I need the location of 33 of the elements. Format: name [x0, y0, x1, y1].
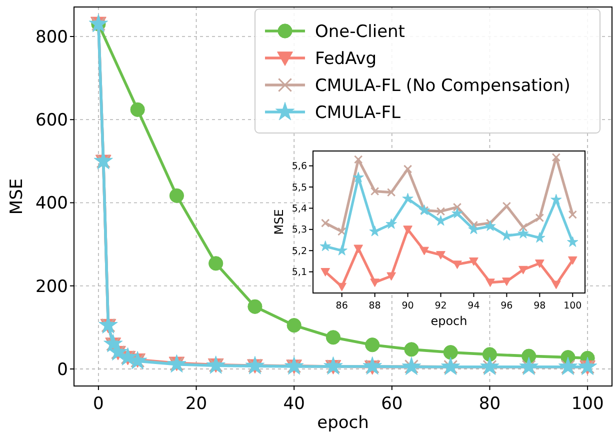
y-tick-label: 800	[36, 27, 68, 48]
y-axis-title: MSE	[272, 209, 286, 235]
x-tick-label: 86	[336, 300, 348, 312]
x-tick-label: 88	[368, 300, 381, 312]
legend-label: FedAvg	[315, 48, 377, 69]
x-tick-label: 60	[381, 394, 403, 414]
x-tick-label: 100	[564, 300, 582, 312]
y-axis-title: MSE	[7, 178, 27, 215]
y-tick-label: 400	[36, 194, 68, 214]
y-tick-label: 5,5	[292, 182, 307, 194]
x-tick-label: 90	[402, 300, 414, 312]
legend-label: One-Client	[315, 22, 406, 42]
x-tick-label: 92	[434, 300, 447, 312]
y-tick-label: 5,6	[292, 161, 307, 172]
y-tick-label: 5,2	[292, 246, 307, 257]
y-tick-label: 200	[36, 276, 68, 297]
x-tick-label: 100	[571, 394, 604, 414]
x-axis-title: epoch	[430, 314, 468, 328]
x-axis-title: epoch	[317, 413, 369, 433]
legend-label: CMULA-FL (No Compensation)	[315, 76, 570, 96]
x-tick-label: 40	[283, 394, 305, 414]
legend-label: CMULA-FL	[315, 102, 402, 123]
x-tick-label: 0	[93, 394, 104, 414]
x-tick-label: 80	[478, 394, 501, 414]
x-tick-label: 96	[500, 300, 513, 312]
x-tick-label: 20	[185, 394, 208, 414]
y-tick-label: 0	[57, 360, 68, 380]
y-tick-label: 5,3	[292, 224, 307, 236]
y-tick-label: 5,1	[292, 267, 307, 278]
x-tick-label: 94	[468, 300, 480, 312]
y-tick-label: 600	[36, 110, 68, 131]
x-tick-label: 98	[534, 300, 546, 312]
y-tick-label: 5,4	[292, 204, 307, 215]
